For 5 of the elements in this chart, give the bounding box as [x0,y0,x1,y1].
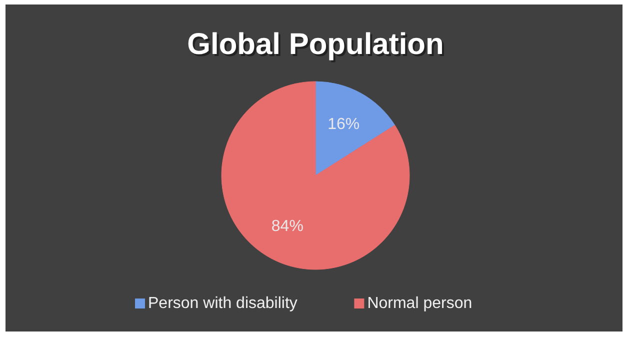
legend-label: Person with disability [148,295,298,312]
data-label: 84% [271,218,304,236]
legend-label: Normal person [367,295,472,312]
data-label: 16% [328,116,360,133]
chart-title: Global Population [189,30,446,63]
